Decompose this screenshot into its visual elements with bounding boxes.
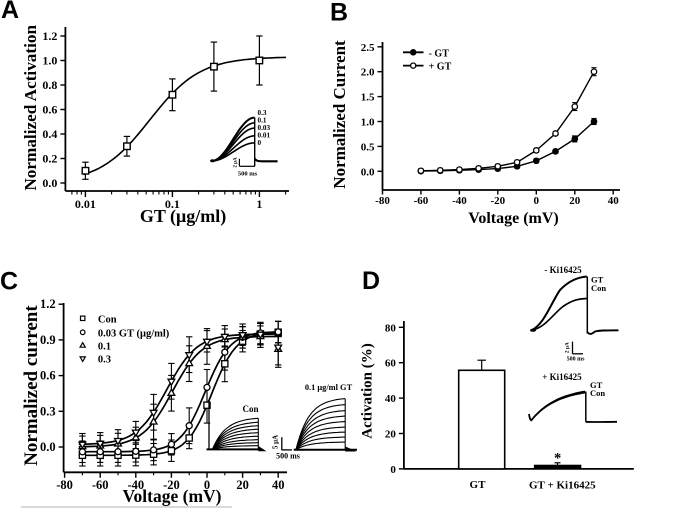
- svg-text:GT: GT: [470, 479, 487, 491]
- svg-text:0.8: 0.8: [42, 78, 57, 92]
- svg-text:Voltage (mV): Voltage (mV): [468, 210, 559, 227]
- svg-text:Normalized current: Normalized current: [21, 305, 42, 466]
- svg-text:-40: -40: [452, 195, 467, 207]
- svg-text:20: 20: [385, 429, 397, 441]
- svg-text:0: 0: [204, 478, 210, 492]
- svg-text:Con: Con: [590, 388, 605, 398]
- svg-text:+ GT: + GT: [429, 62, 452, 73]
- svg-text:- Ki16425: - Ki16425: [544, 265, 582, 275]
- svg-text:20: 20: [569, 195, 581, 207]
- svg-text:0.4: 0.4: [42, 127, 57, 141]
- svg-text:2.5: 2.5: [361, 42, 375, 54]
- svg-text:0.1: 0.1: [165, 197, 180, 211]
- svg-text:Activation (%): Activation (%): [360, 343, 376, 438]
- svg-text:-60: -60: [414, 195, 429, 207]
- svg-text:80: 80: [385, 322, 397, 334]
- svg-text:- GT: - GT: [429, 48, 450, 59]
- svg-text:B: B: [330, 0, 348, 27]
- svg-text:0.1: 0.1: [258, 117, 267, 125]
- svg-text:-80: -80: [56, 478, 73, 492]
- svg-text:0.5: 0.5: [361, 141, 375, 153]
- svg-text:0.0: 0.0: [361, 166, 375, 178]
- svg-text:Con: Con: [98, 314, 117, 325]
- svg-text:0.3: 0.3: [258, 109, 267, 117]
- svg-text:2 μA: 2 μA: [565, 342, 571, 353]
- svg-text:1.0: 1.0: [42, 54, 57, 68]
- svg-text:A: A: [1, 0, 19, 24]
- svg-text:0.3: 0.3: [98, 354, 111, 365]
- svg-text:0: 0: [258, 139, 262, 147]
- svg-text:+ Ki16425: + Ki16425: [542, 372, 582, 382]
- svg-text:0.0: 0.0: [42, 176, 57, 190]
- svg-text:0.01: 0.01: [75, 197, 96, 211]
- svg-text:0.2: 0.2: [42, 152, 57, 166]
- svg-text:60: 60: [385, 358, 397, 370]
- svg-text:GT: GT: [590, 380, 603, 390]
- svg-text:0: 0: [390, 464, 396, 476]
- svg-text:0: 0: [534, 195, 540, 207]
- svg-text:500 ms: 500 ms: [567, 357, 585, 363]
- svg-text:-20: -20: [163, 478, 180, 492]
- svg-text:0.6: 0.6: [42, 103, 57, 117]
- svg-text:-20: -20: [490, 195, 505, 207]
- svg-text:40: 40: [608, 195, 620, 207]
- svg-text:Con: Con: [242, 404, 258, 414]
- svg-text:C: C: [0, 267, 18, 295]
- svg-text:0.6: 0.6: [40, 369, 56, 383]
- svg-text:500 ms: 500 ms: [238, 170, 258, 177]
- svg-text:Normalized Current: Normalized Current: [330, 40, 349, 189]
- svg-text:0.01: 0.01: [258, 132, 271, 140]
- svg-text:-60: -60: [92, 478, 109, 492]
- svg-text:Con: Con: [591, 283, 606, 293]
- svg-text:40: 40: [272, 478, 285, 492]
- svg-text:20: 20: [236, 478, 249, 492]
- svg-text:5 μA: 5 μA: [272, 435, 280, 449]
- svg-text:2.0: 2.0: [361, 67, 375, 79]
- svg-text:0.1: 0.1: [98, 342, 111, 353]
- svg-text:0.9: 0.9: [40, 333, 56, 347]
- svg-text:GT + Ki16425: GT + Ki16425: [529, 480, 596, 492]
- svg-text:40: 40: [385, 393, 397, 405]
- svg-text:D: D: [362, 267, 380, 295]
- svg-text:0.03 GT (μg/ml): 0.03 GT (μg/ml): [98, 328, 170, 339]
- svg-text:-80: -80: [375, 195, 390, 207]
- svg-text:GT (μg/ml): GT (μg/ml): [140, 206, 226, 227]
- svg-text:2 μA: 2 μA: [233, 157, 238, 168]
- svg-text:0.0: 0.0: [40, 440, 56, 454]
- svg-text:0.03: 0.03: [258, 124, 271, 132]
- svg-text:Voltage (mV): Voltage (mV): [123, 486, 222, 506]
- svg-text:*: *: [554, 451, 561, 467]
- svg-text:500 ms: 500 ms: [276, 452, 300, 461]
- svg-text:1.5: 1.5: [361, 92, 375, 104]
- svg-text:0.3: 0.3: [40, 404, 56, 418]
- svg-text:-40: -40: [127, 478, 144, 492]
- svg-text:1.0: 1.0: [361, 117, 375, 129]
- svg-text:1.2: 1.2: [40, 297, 56, 311]
- svg-text:Normalized Activation: Normalized Activation: [21, 25, 40, 191]
- svg-text:0.1 μg/ml GT: 0.1 μg/ml GT: [305, 383, 353, 392]
- svg-text:1.2: 1.2: [42, 29, 57, 43]
- svg-text:1: 1: [256, 197, 262, 211]
- svg-text:GT: GT: [591, 275, 604, 285]
